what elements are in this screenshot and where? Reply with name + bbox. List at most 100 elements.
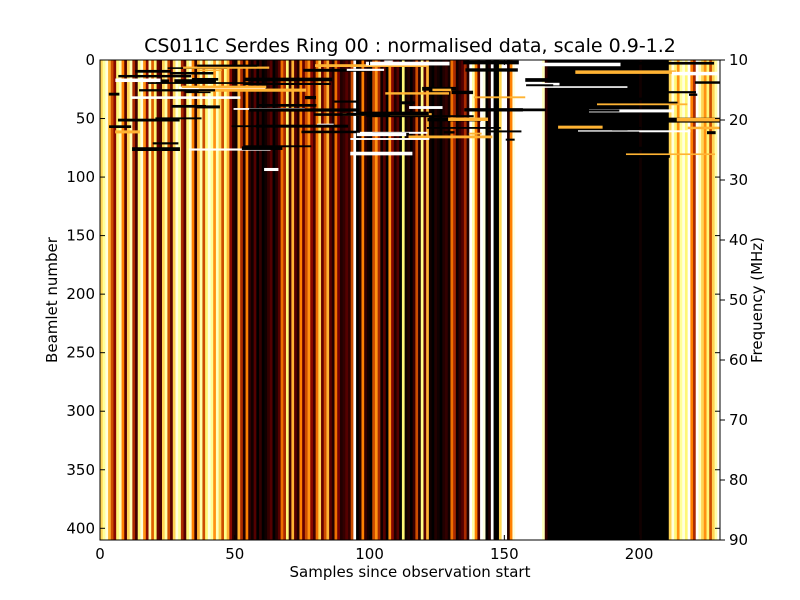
heatmap-column — [110, 60, 115, 540]
noise-streak — [171, 104, 206, 108]
noise-streak — [303, 68, 367, 72]
noise-streak — [505, 138, 515, 141]
heatmap-column — [145, 60, 150, 540]
noise-streak — [350, 151, 413, 156]
noise-streak — [132, 147, 180, 152]
heatmap-column — [606, 60, 611, 540]
noise-streak — [359, 111, 429, 116]
y2-tick-label: 90 — [729, 531, 748, 549]
heatmap-column — [423, 60, 427, 540]
heatmap-column — [420, 60, 425, 540]
heatmap-column — [226, 60, 230, 540]
noise-streak — [612, 128, 628, 131]
heatmap-column — [558, 60, 562, 540]
heatmap-column — [302, 60, 306, 540]
noise-streak — [529, 82, 560, 86]
heatmap-column — [170, 60, 174, 540]
x-axis-label: Samples since observation start — [290, 563, 531, 581]
heatmap-column — [617, 60, 621, 540]
heatmap-column — [458, 60, 462, 540]
heatmap-column — [178, 60, 182, 540]
heatmap-column — [620, 60, 624, 540]
heatmap-column — [434, 60, 438, 540]
noise-streak — [465, 68, 518, 72]
heatmap-column — [407, 60, 411, 540]
noise-streak — [485, 130, 522, 133]
noise-streak — [199, 69, 222, 72]
noise-streak — [556, 131, 640, 136]
heatmap-column — [482, 60, 487, 540]
heatmap-column — [439, 60, 443, 540]
heatmap-column — [703, 60, 708, 540]
noise-streak — [108, 92, 120, 96]
heatmap-column — [566, 60, 570, 540]
heatmap-column — [569, 60, 573, 540]
chart-title: CS011C Serdes Ring 00 : normalised data,… — [144, 35, 676, 57]
noise-streak — [243, 82, 331, 86]
y-axis: 0 50 100 150 200 250 300 350 400 — [66, 51, 720, 537]
heatmap-column — [450, 60, 454, 540]
heatmap-column — [210, 60, 214, 540]
heatmap-column — [682, 60, 686, 540]
heatmap-column — [326, 60, 330, 540]
noise-streak — [451, 90, 474, 95]
heatmap-column — [183, 60, 187, 540]
heatmap-column — [137, 60, 142, 540]
heatmap-column — [334, 60, 338, 540]
noise-streak — [650, 91, 696, 94]
heatmap-column — [105, 60, 109, 540]
noise-streak — [614, 126, 642, 129]
heatmap-column — [577, 60, 581, 540]
noise-streak — [515, 86, 628, 88]
heatmap-column — [582, 60, 586, 540]
heatmap-column — [277, 60, 282, 540]
heatmap-column — [536, 60, 540, 540]
heatmap-column — [188, 60, 193, 540]
noise-streak — [315, 64, 429, 67]
heatmap-column — [644, 60, 648, 540]
heatmap-column — [666, 60, 670, 540]
heatmap-column — [350, 60, 354, 540]
noise-streak — [537, 62, 621, 67]
heatmap-column — [412, 60, 416, 540]
y-tick-label: 250 — [66, 344, 95, 362]
heatmap-column — [299, 60, 303, 540]
heatmap-column — [469, 60, 473, 540]
y2-axis-label: Frequency (MHz) — [748, 237, 766, 363]
heatmap-column — [269, 60, 274, 540]
y2-tick-label: 60 — [729, 351, 748, 369]
heatmap-column — [140, 60, 144, 540]
heatmap-column — [121, 60, 125, 540]
heatmap-column — [614, 60, 619, 540]
heatmap-column — [156, 60, 160, 540]
heatmap-column — [377, 60, 381, 540]
heatmap-column — [455, 60, 460, 540]
heatmap-column — [445, 60, 449, 540]
heatmap-column — [531, 60, 535, 540]
heatmap-column — [472, 60, 476, 540]
heatmap-column — [563, 60, 567, 540]
heatmap-column — [151, 60, 155, 540]
heatmap-column — [248, 60, 252, 540]
heatmap-column — [116, 60, 120, 540]
heatmap-column — [240, 60, 244, 540]
noise-streak — [155, 79, 170, 83]
heatmap-column — [579, 60, 584, 540]
noise-streak — [169, 71, 214, 75]
heatmap-column — [609, 60, 613, 540]
noise-streak — [473, 96, 526, 99]
heatmap-column — [280, 60, 284, 540]
heatmap-column — [633, 60, 638, 540]
noise-streak — [573, 109, 620, 112]
heatmap-column — [399, 60, 403, 540]
heatmap-column — [318, 60, 322, 540]
heatmap-column — [520, 60, 524, 540]
x-tick-label: 100 — [355, 545, 384, 563]
heatmap-column — [199, 60, 204, 540]
noise-streak — [463, 60, 519, 65]
noise-streak — [443, 131, 455, 134]
heatmap-column — [528, 60, 532, 540]
x-tick-label: 200 — [625, 545, 654, 563]
heatmap-column — [544, 60, 549, 540]
